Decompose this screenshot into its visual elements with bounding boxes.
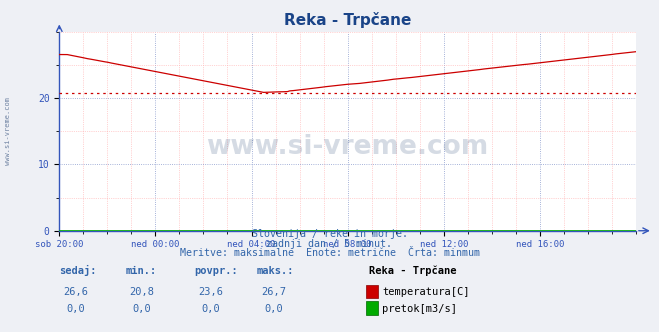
Title: Reka - Trpčane: Reka - Trpčane (284, 12, 411, 28)
Text: sedaj:: sedaj: (59, 265, 97, 276)
Text: Slovenija / reke in morje.: Slovenija / reke in morje. (252, 229, 407, 239)
Text: 20,8: 20,8 (129, 288, 154, 297)
Text: zadnji dan / 5 minut.: zadnji dan / 5 minut. (266, 239, 393, 249)
Text: pretok[m3/s]: pretok[m3/s] (382, 304, 457, 314)
Text: 0,0: 0,0 (202, 304, 220, 314)
Text: temperatura[C]: temperatura[C] (382, 288, 470, 297)
Text: 26,7: 26,7 (261, 288, 286, 297)
Text: 0,0: 0,0 (264, 304, 283, 314)
Text: 26,6: 26,6 (63, 288, 88, 297)
Text: min.:: min.: (125, 266, 156, 276)
Text: www.si-vreme.com: www.si-vreme.com (5, 97, 11, 165)
Text: 23,6: 23,6 (198, 288, 223, 297)
Text: povpr.:: povpr.: (194, 266, 238, 276)
Text: www.si-vreme.com: www.si-vreme.com (206, 134, 489, 160)
Text: maks.:: maks.: (257, 266, 295, 276)
Text: Meritve: maksimalne  Enote: metrične  Črta: minmum: Meritve: maksimalne Enote: metrične Črta… (179, 248, 480, 258)
Text: 0,0: 0,0 (67, 304, 85, 314)
Text: 0,0: 0,0 (132, 304, 151, 314)
Text: Reka - Trpčane: Reka - Trpčane (369, 265, 457, 276)
